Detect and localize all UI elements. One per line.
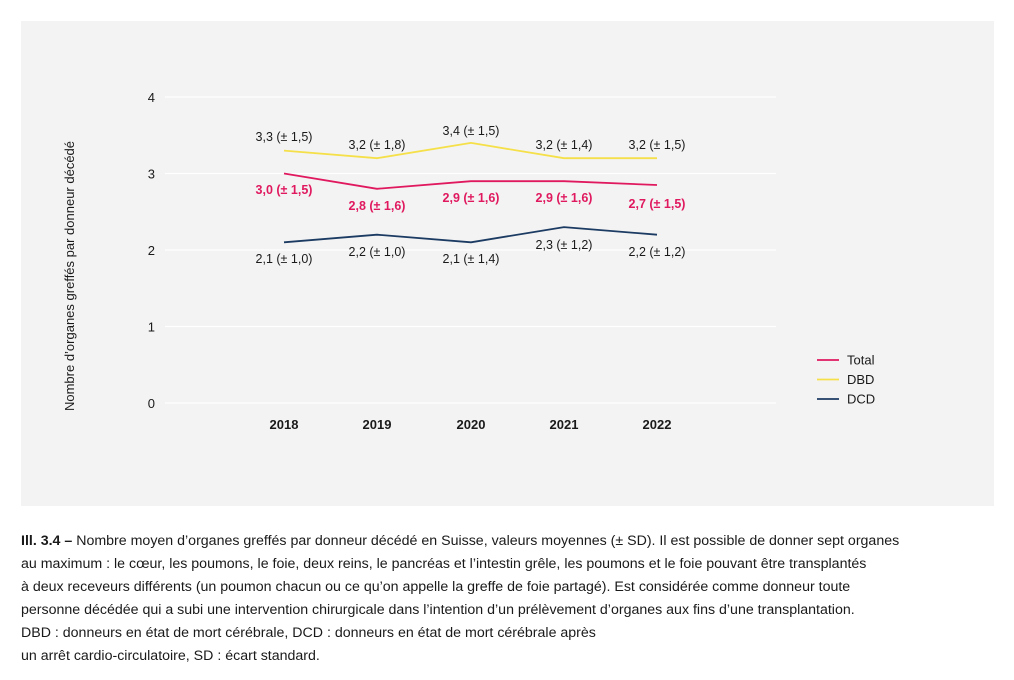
data-label-dbd: 3,2 (± 1,4) <box>536 138 593 152</box>
y-tick-label: 1 <box>148 320 155 335</box>
x-tick-labels: 2018 2019 2020 2021 2022 <box>270 417 672 432</box>
series-line-dcd <box>283 226 658 244</box>
caption-line-3: à deux receveurs différents (un poumon c… <box>21 579 851 595</box>
y-tick-label: 2 <box>148 243 155 258</box>
y-tick-labels: 0 1 2 3 4 <box>148 90 155 411</box>
caption-line-5: DBD : donneurs en état de mort cérébrale… <box>21 625 596 641</box>
legend: Total DBD DCD <box>817 353 875 407</box>
figure-caption: Ill. 3.4 – Nombre moyen d’organes greffé… <box>21 530 996 668</box>
data-label-dcd: 2,1 (± 1,4) <box>443 252 500 266</box>
caption-line-6: un arrêt cardio-circulatoire, SD : écart… <box>21 648 320 664</box>
data-label-total: 2,9 (± 1,6) <box>443 191 500 205</box>
x-tick-label: 2021 <box>550 417 579 432</box>
data-label-dcd: 2,1 (± 1,0) <box>256 252 313 266</box>
caption-text: Nombre moyen d’organes greffés par donne… <box>72 533 900 549</box>
line-chart: 0 1 2 3 4 2018 2019 2020 2021 2022 3,0 (± 1,5) 2,… <box>62 90 875 432</box>
data-label-total: 2,8 (± 1,6) <box>349 199 406 213</box>
series-line-dbd <box>283 141 657 160</box>
x-tick-label: 2022 <box>643 417 672 432</box>
data-label-dcd: 2,3 (± 1,2) <box>536 238 593 252</box>
data-label-total: 2,9 (± 1,6) <box>536 191 593 205</box>
y-tick-label: 3 <box>148 167 155 182</box>
data-label-dcd: 2,2 (± 1,2) <box>629 245 686 259</box>
data-labels: 3,0 (± 1,5) 2,8 (± 1,6) 2,9 (± 1,6) 2,9 (± … <box>256 124 686 266</box>
caption-line-4: personne décédée qui a subi une interven… <box>21 602 855 618</box>
legend-label: DCD <box>847 392 875 407</box>
data-label-total: 3,0 (± 1,5) <box>256 183 313 197</box>
y-tick-label: 0 <box>148 396 155 411</box>
data-label-total: 2,7 (± 1,5) <box>629 197 686 211</box>
x-tick-label: 2020 <box>457 417 486 432</box>
x-tick-label: 2019 <box>363 417 392 432</box>
grid-lines <box>165 96 776 404</box>
legend-label: DBD <box>847 372 874 387</box>
legend-label: Total <box>847 353 875 368</box>
data-label-dbd: 3,2 (± 1,5) <box>629 138 686 152</box>
y-tick-label: 4 <box>148 90 155 105</box>
caption-lead: Ill. 3.4 – <box>21 533 73 549</box>
data-label-dcd: 2,2 (± 1,0) <box>349 245 406 259</box>
x-tick-label: 2018 <box>270 417 299 432</box>
y-axis-label: Nombre d’organes greffés par donneur déc… <box>62 141 77 411</box>
data-label-dbd: 3,4 (± 1,5) <box>443 124 500 138</box>
caption-line-2: au maximum : le cœur, les poumons, le fo… <box>21 556 867 572</box>
data-label-dbd: 3,2 (± 1,8) <box>349 138 406 152</box>
caption-line-1: Ill. 3.4 – Nombre moyen d’organes greffé… <box>21 530 996 553</box>
chart-panel <box>21 21 994 506</box>
data-label-dbd: 3,3 (± 1,5) <box>256 130 313 144</box>
series-lines <box>283 141 658 244</box>
series-line-total <box>283 172 658 190</box>
